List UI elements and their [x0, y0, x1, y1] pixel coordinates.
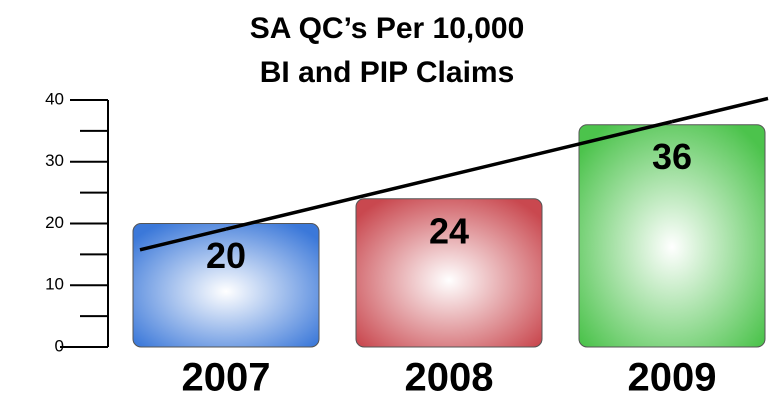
y-tick-label: 30: [45, 151, 64, 170]
chart-title: SA QC’s Per 10,000: [250, 12, 525, 45]
y-tick-label: 20: [45, 213, 64, 232]
x-tick-label: 2008: [405, 356, 494, 400]
trend-extension: [671, 96, 769, 124]
value-label: 20: [206, 235, 246, 276]
y-tick-label: 0: [55, 336, 64, 355]
bar: [578, 124, 766, 348]
trend-extension: [139, 227, 227, 252]
trend-line: [225, 119, 673, 231]
x-tick-label: 2009: [628, 356, 717, 400]
value-label: 24: [429, 210, 469, 251]
bar: [132, 223, 320, 348]
x-tick-label: 2007: [182, 356, 271, 400]
chart-title: BI and PIP Claims: [260, 56, 515, 89]
value-label: 36: [652, 136, 692, 177]
y-tick-label: 10: [45, 275, 64, 294]
bar: [355, 198, 543, 348]
y-tick-label: 40: [45, 89, 64, 108]
